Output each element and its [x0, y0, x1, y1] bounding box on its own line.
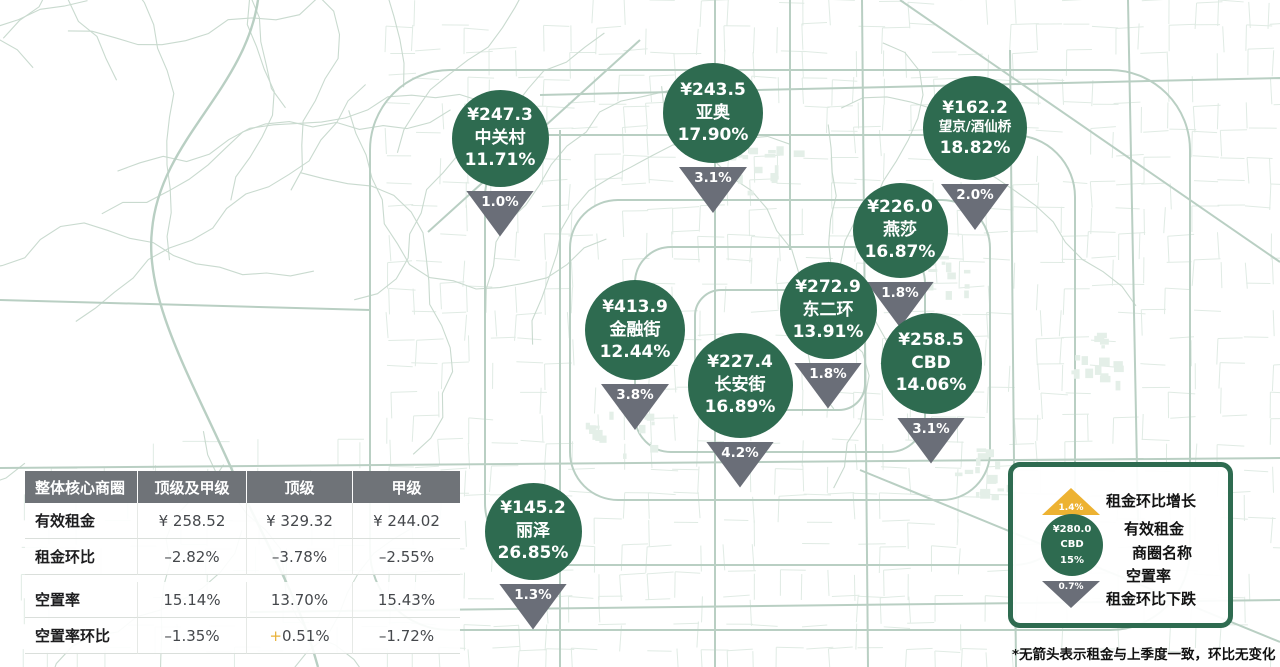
rent-drop-value: 2.0% [956, 187, 994, 203]
bubble-vacancy: 26.85% [497, 543, 569, 564]
bubble-vacancy: 11.71% [464, 150, 536, 171]
table-cell: –2.55% [353, 539, 460, 575]
bubble-vacancy: 18.82% [939, 137, 1011, 158]
bubble-rent: ¥272.9 [795, 277, 861, 298]
bubble-name: CBD [911, 352, 951, 373]
bubble-name: 丽泽 [516, 520, 550, 541]
table-cell: ¥ 244.02 [353, 503, 460, 539]
table-row-vacancy: 空置率 15.14% 13.70% 15.43% [25, 582, 460, 618]
bubble-name: 燕莎 [883, 219, 917, 240]
bubble-name: 金融街 [609, 319, 661, 340]
bubble-rent: ¥227.4 [707, 352, 773, 373]
table-row-effective-rent: 有效租金 ¥ 258.52 ¥ 329.32 ¥ 244.02 [25, 503, 460, 539]
rent-decrease-example-value: 0.7% [1058, 582, 1084, 592]
vacancy-rate-label: 空置率 [1126, 567, 1172, 585]
rent-drop-value: 3.1% [912, 420, 950, 437]
effective-rent-label: 有效租金 [1124, 520, 1185, 538]
table-cell: –1.72% [353, 618, 460, 654]
table-cell: 15.14% [138, 582, 247, 618]
bubble-vacancy: 16.89% [704, 397, 776, 418]
rent-drop-value: 1.8% [881, 284, 919, 301]
legend-example-bubble: ¥280.0 CBD 15% [1041, 514, 1103, 576]
rent-drop-value: 1.3% [514, 586, 552, 603]
table-header-market: 整体核心商圈 [25, 471, 138, 503]
table-header-premium-and-grade-a: 顶级及甲级 [138, 471, 247, 503]
bubble-rent: ¥145.2 [500, 498, 566, 519]
rent-increase-example-value: 1.4% [1058, 503, 1084, 513]
submarket-bubble-cbd: ¥258.5 CBD 14.06% [880, 312, 982, 414]
rent-increase-label: 租金环比增长 [1106, 492, 1197, 510]
submarket-bubble-lize: ¥145.2 丽泽 26.85% [484, 482, 582, 580]
rent-increase-triangle-icon: 1.4% [1042, 488, 1100, 515]
bubble-vacancy: 16.87% [864, 242, 936, 263]
bubble-vacancy: 13.91% [792, 322, 864, 343]
bubble-rent: ¥413.9 [602, 297, 668, 318]
legend-box: 1.4% 租金环比增长 ¥280.0 CBD 15% 有效租金 商圈名称 空置率… [1008, 462, 1233, 628]
submarket-bubble-yansha: ¥226.0 燕莎 16.87% [852, 182, 948, 278]
bubble-rent: ¥247.3 [467, 105, 533, 126]
submarket-name-label: 商圈名称 [1132, 544, 1193, 562]
submarket-bubble-yaao: ¥243.5 亚奥 17.90% [663, 63, 763, 163]
bubble-rent: ¥162.2 [942, 97, 1008, 118]
rent-drop-value: 1.8% [809, 365, 847, 382]
row-label: 空置率环比 [25, 618, 138, 654]
bubble-rent: ¥243.5 [680, 80, 746, 101]
bubble-vacancy: 12.44% [599, 342, 671, 363]
bubble-name: 亚奥 [696, 102, 730, 123]
footnote: *无箭头表示租金与上季度一致，环比无变化 [1012, 647, 1276, 663]
bubble-rent: ¥258.5 [898, 330, 964, 351]
submarket-bubble-east-2nd-ring: ¥272.9 东二环 13.91% [779, 261, 877, 359]
table-cell: ¥ 258.52 [138, 503, 247, 539]
table-header-row: 整体核心商圈 顶级及甲级 顶级 甲级 [25, 471, 460, 503]
rent-drop-value: 4.2% [721, 444, 759, 461]
table-header-premium: 顶级 [247, 471, 353, 503]
rent-drop-value: 3.8% [616, 387, 654, 403]
core-market-metrics-table: 整体核心商圈 顶级及甲级 顶级 甲级 有效租金 ¥ 258.52 ¥ 329.3… [25, 471, 460, 654]
table-cell: –1.35% [138, 618, 247, 654]
rent-decrease-triangle-icon: 0.7% [1042, 581, 1100, 608]
rent-decrease-label: 租金环比下跌 [1106, 590, 1197, 608]
plus-sign: + [269, 626, 282, 645]
example-name: CBD [1060, 539, 1084, 551]
bubble-name: 望京/酒仙桥 [938, 119, 1012, 136]
table-cell: 13.70% [247, 582, 353, 618]
table-cell: ¥ 329.32 [247, 503, 353, 539]
example-rent: ¥280.0 [1052, 523, 1092, 535]
table-section-gap [25, 575, 460, 582]
example-vacancy: 15% [1060, 554, 1084, 566]
bubble-name: 东二环 [802, 299, 854, 320]
table-row-vacancy-qoq: 空置率环比 –1.35% +0.51% –1.72% [25, 618, 460, 654]
bubble-rent: ¥226.0 [867, 197, 933, 218]
bubble-name: 长安街 [714, 374, 766, 395]
row-label: 租金环比 [25, 539, 138, 575]
bubble-name: 中关村 [474, 127, 526, 148]
submarket-bubble-zhongguancun: ¥247.3 中关村 11.71% [451, 89, 549, 187]
table-cell: –3.78% [247, 539, 353, 575]
table-header-grade-a: 甲级 [353, 471, 460, 503]
table-cell: –2.82% [138, 539, 247, 575]
table-cell-vacancy-qoq-premium: +0.51% [247, 618, 353, 654]
rent-drop-value: 1.0% [481, 193, 519, 210]
bubble-vacancy: 17.90% [677, 125, 749, 146]
submarket-bubble-changan-avenue: ¥227.4 长安街 16.89% [687, 332, 793, 438]
row-label: 空置率 [25, 582, 138, 618]
submarket-bubble-financial-street: ¥413.9 金融街 12.44% [585, 280, 685, 380]
table-row-rent-qoq: 租金环比 –2.82% –3.78% –2.55% [25, 539, 460, 575]
submarket-bubble-wangjing-jiuxianqiao: ¥162.2 望京/酒仙桥 18.82% [923, 76, 1027, 180]
row-label: 有效租金 [25, 503, 138, 539]
rent-drop-value: 3.1% [694, 170, 732, 186]
bubble-vacancy: 14.06% [895, 375, 967, 396]
table-cell: 15.43% [353, 582, 460, 618]
